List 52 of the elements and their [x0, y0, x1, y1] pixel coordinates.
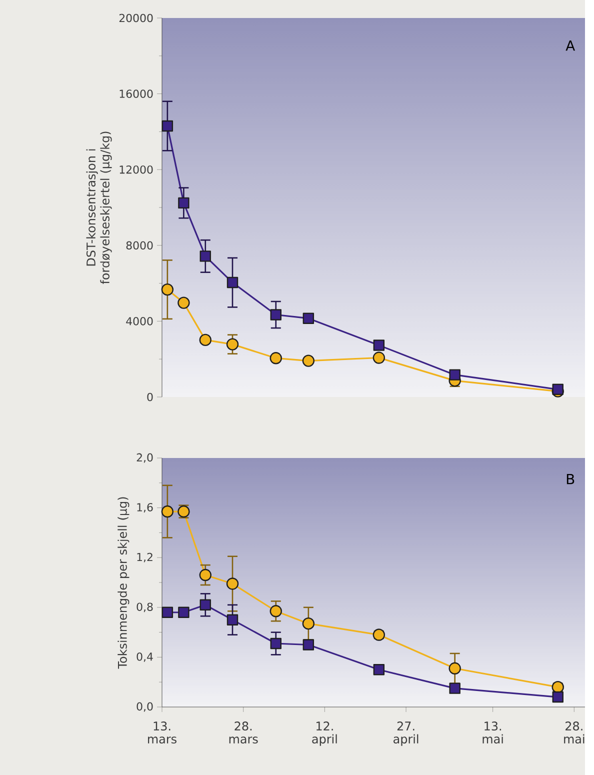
y-tick-label: 1,2	[137, 552, 152, 562]
y-tick-label: 16000	[120, 90, 152, 98]
point	[552, 691, 564, 703]
y-tick-label: 0,8	[136, 602, 152, 612]
point	[226, 338, 238, 350]
point	[199, 568, 212, 582]
y-axis-title: DST-konsentrasjon i fordøyelseskjertel (µg/kg)	[86, 132, 112, 284]
y-axis-title: Toksinmengde per skjell (µg)	[117, 497, 129, 669]
x-tick-label: 28. mars	[229, 722, 258, 744]
x-tick-label: 28. mai	[564, 722, 584, 744]
point	[372, 352, 385, 364]
point	[178, 197, 190, 209]
point	[162, 606, 173, 618]
point	[178, 606, 190, 618]
y-tick-label: 2,0	[136, 453, 153, 463]
point	[270, 352, 282, 364]
point	[270, 638, 282, 650]
point	[270, 309, 282, 320]
point	[161, 283, 174, 296]
annotation: A	[565, 40, 575, 51]
point	[373, 664, 384, 676]
y-tick-label: 20000	[119, 14, 152, 22]
point	[302, 312, 314, 324]
point	[199, 334, 212, 346]
point	[449, 682, 460, 694]
point	[373, 340, 384, 351]
x-tick-label: 13. mai	[482, 722, 503, 744]
point	[302, 639, 314, 650]
point	[449, 369, 460, 380]
y-tick-label: 12000	[120, 165, 152, 174]
x-tick-label: 27. april	[393, 722, 418, 746]
point	[302, 617, 314, 630]
point	[200, 250, 211, 262]
point	[302, 354, 314, 367]
point	[448, 662, 461, 674]
y-tick-label: 8000	[126, 241, 152, 250]
point	[161, 505, 174, 518]
annotation: B	[566, 474, 574, 484]
point	[226, 614, 238, 626]
point	[177, 296, 190, 309]
point	[162, 120, 173, 132]
x-tick-label: 13. mars	[148, 722, 176, 744]
point	[226, 276, 238, 288]
y-tick-label: 0,0	[136, 702, 153, 712]
point	[270, 605, 282, 618]
y-tick-label: 0	[146, 392, 153, 402]
y-tick-label: 4000	[126, 317, 152, 326]
y-tick-label: 1,6	[137, 503, 153, 512]
point	[200, 599, 211, 611]
y-tick-label: 0,4	[136, 652, 153, 662]
point	[226, 578, 238, 590]
x-tick-label: 12. april	[312, 722, 337, 746]
